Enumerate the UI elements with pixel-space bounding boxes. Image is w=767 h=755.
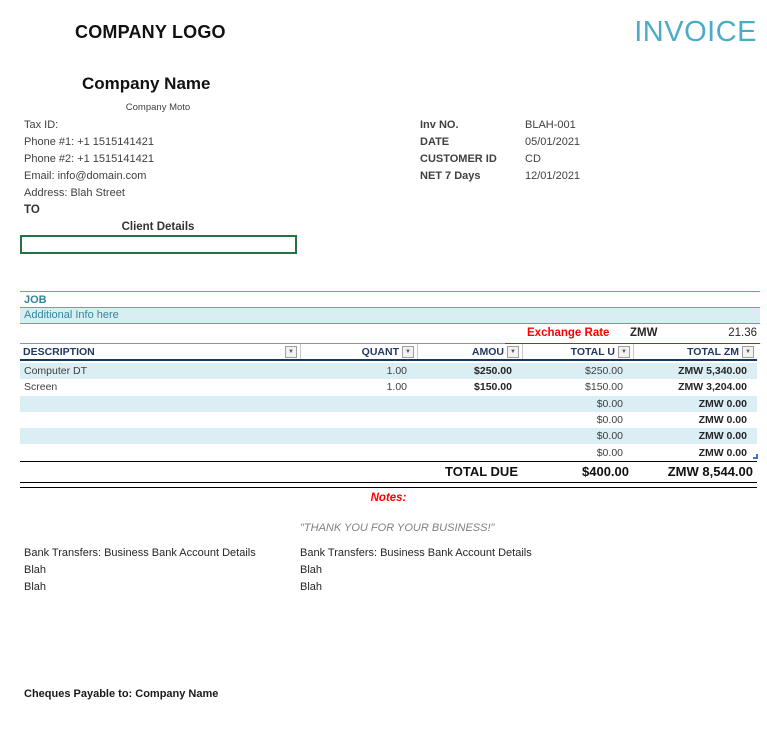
- table-row[interactable]: $0.00 ZMW 0.00: [20, 395, 757, 412]
- cheques-payable: Cheques Payable to: Company Name: [24, 688, 219, 700]
- bank-details-right-line: Blah: [300, 564, 323, 576]
- customer-id-value: CD: [525, 153, 541, 165]
- filter-icon: ▼: [510, 348, 516, 355]
- double-rule: [20, 482, 757, 488]
- net-terms-value: 12/01/2021: [525, 170, 581, 182]
- date-value: 05/01/2021: [525, 136, 581, 148]
- filter-icon: ▼: [405, 348, 411, 355]
- header-total-usd: TOTAL U ▼: [522, 344, 633, 359]
- job-row[interactable]: JOB: [20, 291, 760, 308]
- table-row[interactable]: $0.00 ZMW 0.00: [20, 428, 757, 445]
- red-divider: [505, 343, 760, 344]
- inv-no-label: Inv NO.: [420, 119, 459, 131]
- bank-details-left-line: Blah: [24, 581, 47, 593]
- table-header-row: DESCRIPTION ▼ QUANT ▼ AMOU ▼ TOTAL U ▼ T…: [20, 344, 757, 361]
- phone-1: Phone #1: +1 1515141421: [24, 136, 154, 148]
- total-due-label: TOTAL DUE: [445, 464, 518, 479]
- table-resize-handle[interactable]: [753, 453, 758, 459]
- filter-button[interactable]: ▼: [742, 345, 754, 358]
- notes-label: Notes:: [370, 492, 407, 504]
- header-description: DESCRIPTION ▼: [20, 344, 300, 359]
- email: Email: info@domain.com: [24, 170, 147, 182]
- phone-2: Phone #2: +1 1515141421: [24, 153, 154, 165]
- client-details-cell[interactable]: [20, 235, 297, 254]
- address: Address: Blah Street: [24, 187, 125, 199]
- bank-details-left-line: Blah: [24, 564, 47, 576]
- filter-button[interactable]: ▼: [507, 345, 519, 358]
- total-due-zmw: ZMW 8,544.00: [667, 464, 753, 479]
- date-label: DATE: [420, 136, 450, 148]
- inv-no-value: BLAH-001: [525, 119, 576, 131]
- table-row[interactable]: Screen 1.00 $150.00 $150.00 ZMW 3,204.00: [24, 381, 747, 394]
- table-row[interactable]: Computer DT 1.00 $250.00 $250.00 ZMW 5,3…: [20, 363, 757, 380]
- bank-details-right-title: Bank Transfers: Business Bank Account De…: [300, 547, 532, 559]
- filter-icon: ▼: [745, 348, 751, 355]
- company-logo: COMPANY LOGO: [75, 22, 226, 42]
- client-details-label: Client Details: [121, 221, 195, 233]
- filter-button[interactable]: ▼: [285, 345, 297, 358]
- total-due-row: TOTAL DUE $400.00 ZMW 8,544.00: [20, 461, 757, 481]
- to-label: TO: [24, 204, 40, 216]
- filter-icon: ▼: [288, 348, 294, 355]
- table-row[interactable]: $0.00 ZMW 0.00: [596, 414, 747, 427]
- exchange-rate-row: Exchange Rate ZMW 21.36: [20, 324, 760, 343]
- teal-divider: [20, 343, 505, 344]
- filter-button[interactable]: ▼: [618, 345, 630, 358]
- invoice-title: INVOICE: [634, 16, 757, 48]
- filter-icon: ▼: [621, 348, 627, 355]
- exchange-rate-value: 21.36: [728, 327, 757, 339]
- thank-you-message: "THANK YOU FOR YOUR BUSINESS!": [300, 522, 495, 534]
- company-name: Company Name: [82, 74, 211, 93]
- exchange-currency: ZMW: [630, 327, 658, 339]
- table-row[interactable]: $0.00 ZMW 0.00: [20, 444, 758, 460]
- header-quantity: QUANT ▼: [300, 344, 417, 359]
- table-body: Computer DT 1.00 $250.00 $250.00 ZMW 5,3…: [20, 363, 758, 461]
- bank-details-right-line: Blah: [300, 581, 323, 593]
- company-moto: Company Moto: [125, 102, 191, 113]
- bank-details-left-title: Bank Transfers: Business Bank Account De…: [24, 547, 256, 559]
- additional-info-row[interactable]: Additional Info here: [20, 308, 760, 324]
- filter-button[interactable]: ▼: [402, 345, 414, 358]
- customer-id-label: CUSTOMER ID: [420, 153, 497, 165]
- exchange-rate-label: Exchange Rate: [527, 327, 610, 339]
- header-amount: AMOU ▼: [417, 344, 522, 359]
- tax-id: Tax ID:: [24, 119, 59, 131]
- header-total-zmw: TOTAL ZM ▼: [633, 344, 757, 359]
- net-terms-label: NET 7 Days: [420, 170, 481, 182]
- total-due-usd: $400.00: [582, 464, 629, 479]
